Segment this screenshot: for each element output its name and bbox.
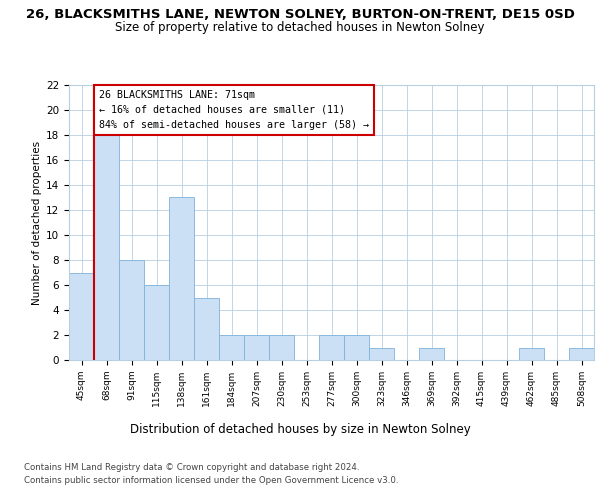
Bar (344, 335, 369, 360)
Bar (94, 135, 119, 360)
Bar (244, 335, 269, 360)
Bar (419, 348, 444, 360)
Bar (144, 285, 169, 360)
Text: 26, BLACKSMITHS LANE, NEWTON SOLNEY, BURTON-ON-TRENT, DE15 0SD: 26, BLACKSMITHS LANE, NEWTON SOLNEY, BUR… (26, 8, 574, 20)
Text: Distribution of detached houses by size in Newton Solney: Distribution of detached houses by size … (130, 422, 470, 436)
Bar (69, 272, 94, 360)
Bar (169, 198, 194, 360)
Bar (119, 260, 144, 360)
Text: 26 BLACKSMITHS LANE: 71sqm
← 16% of detached houses are smaller (11)
84% of semi: 26 BLACKSMITHS LANE: 71sqm ← 16% of deta… (99, 90, 369, 130)
Bar (519, 348, 544, 360)
Bar (194, 298, 219, 360)
Text: Contains public sector information licensed under the Open Government Licence v3: Contains public sector information licen… (24, 476, 398, 485)
Bar (319, 335, 344, 360)
Text: Contains HM Land Registry data © Crown copyright and database right 2024.: Contains HM Land Registry data © Crown c… (24, 462, 359, 471)
Bar (369, 348, 394, 360)
Y-axis label: Number of detached properties: Number of detached properties (32, 140, 42, 304)
Bar (219, 335, 244, 360)
Text: Size of property relative to detached houses in Newton Solney: Size of property relative to detached ho… (115, 21, 485, 34)
Bar (269, 335, 294, 360)
Bar (569, 348, 594, 360)
